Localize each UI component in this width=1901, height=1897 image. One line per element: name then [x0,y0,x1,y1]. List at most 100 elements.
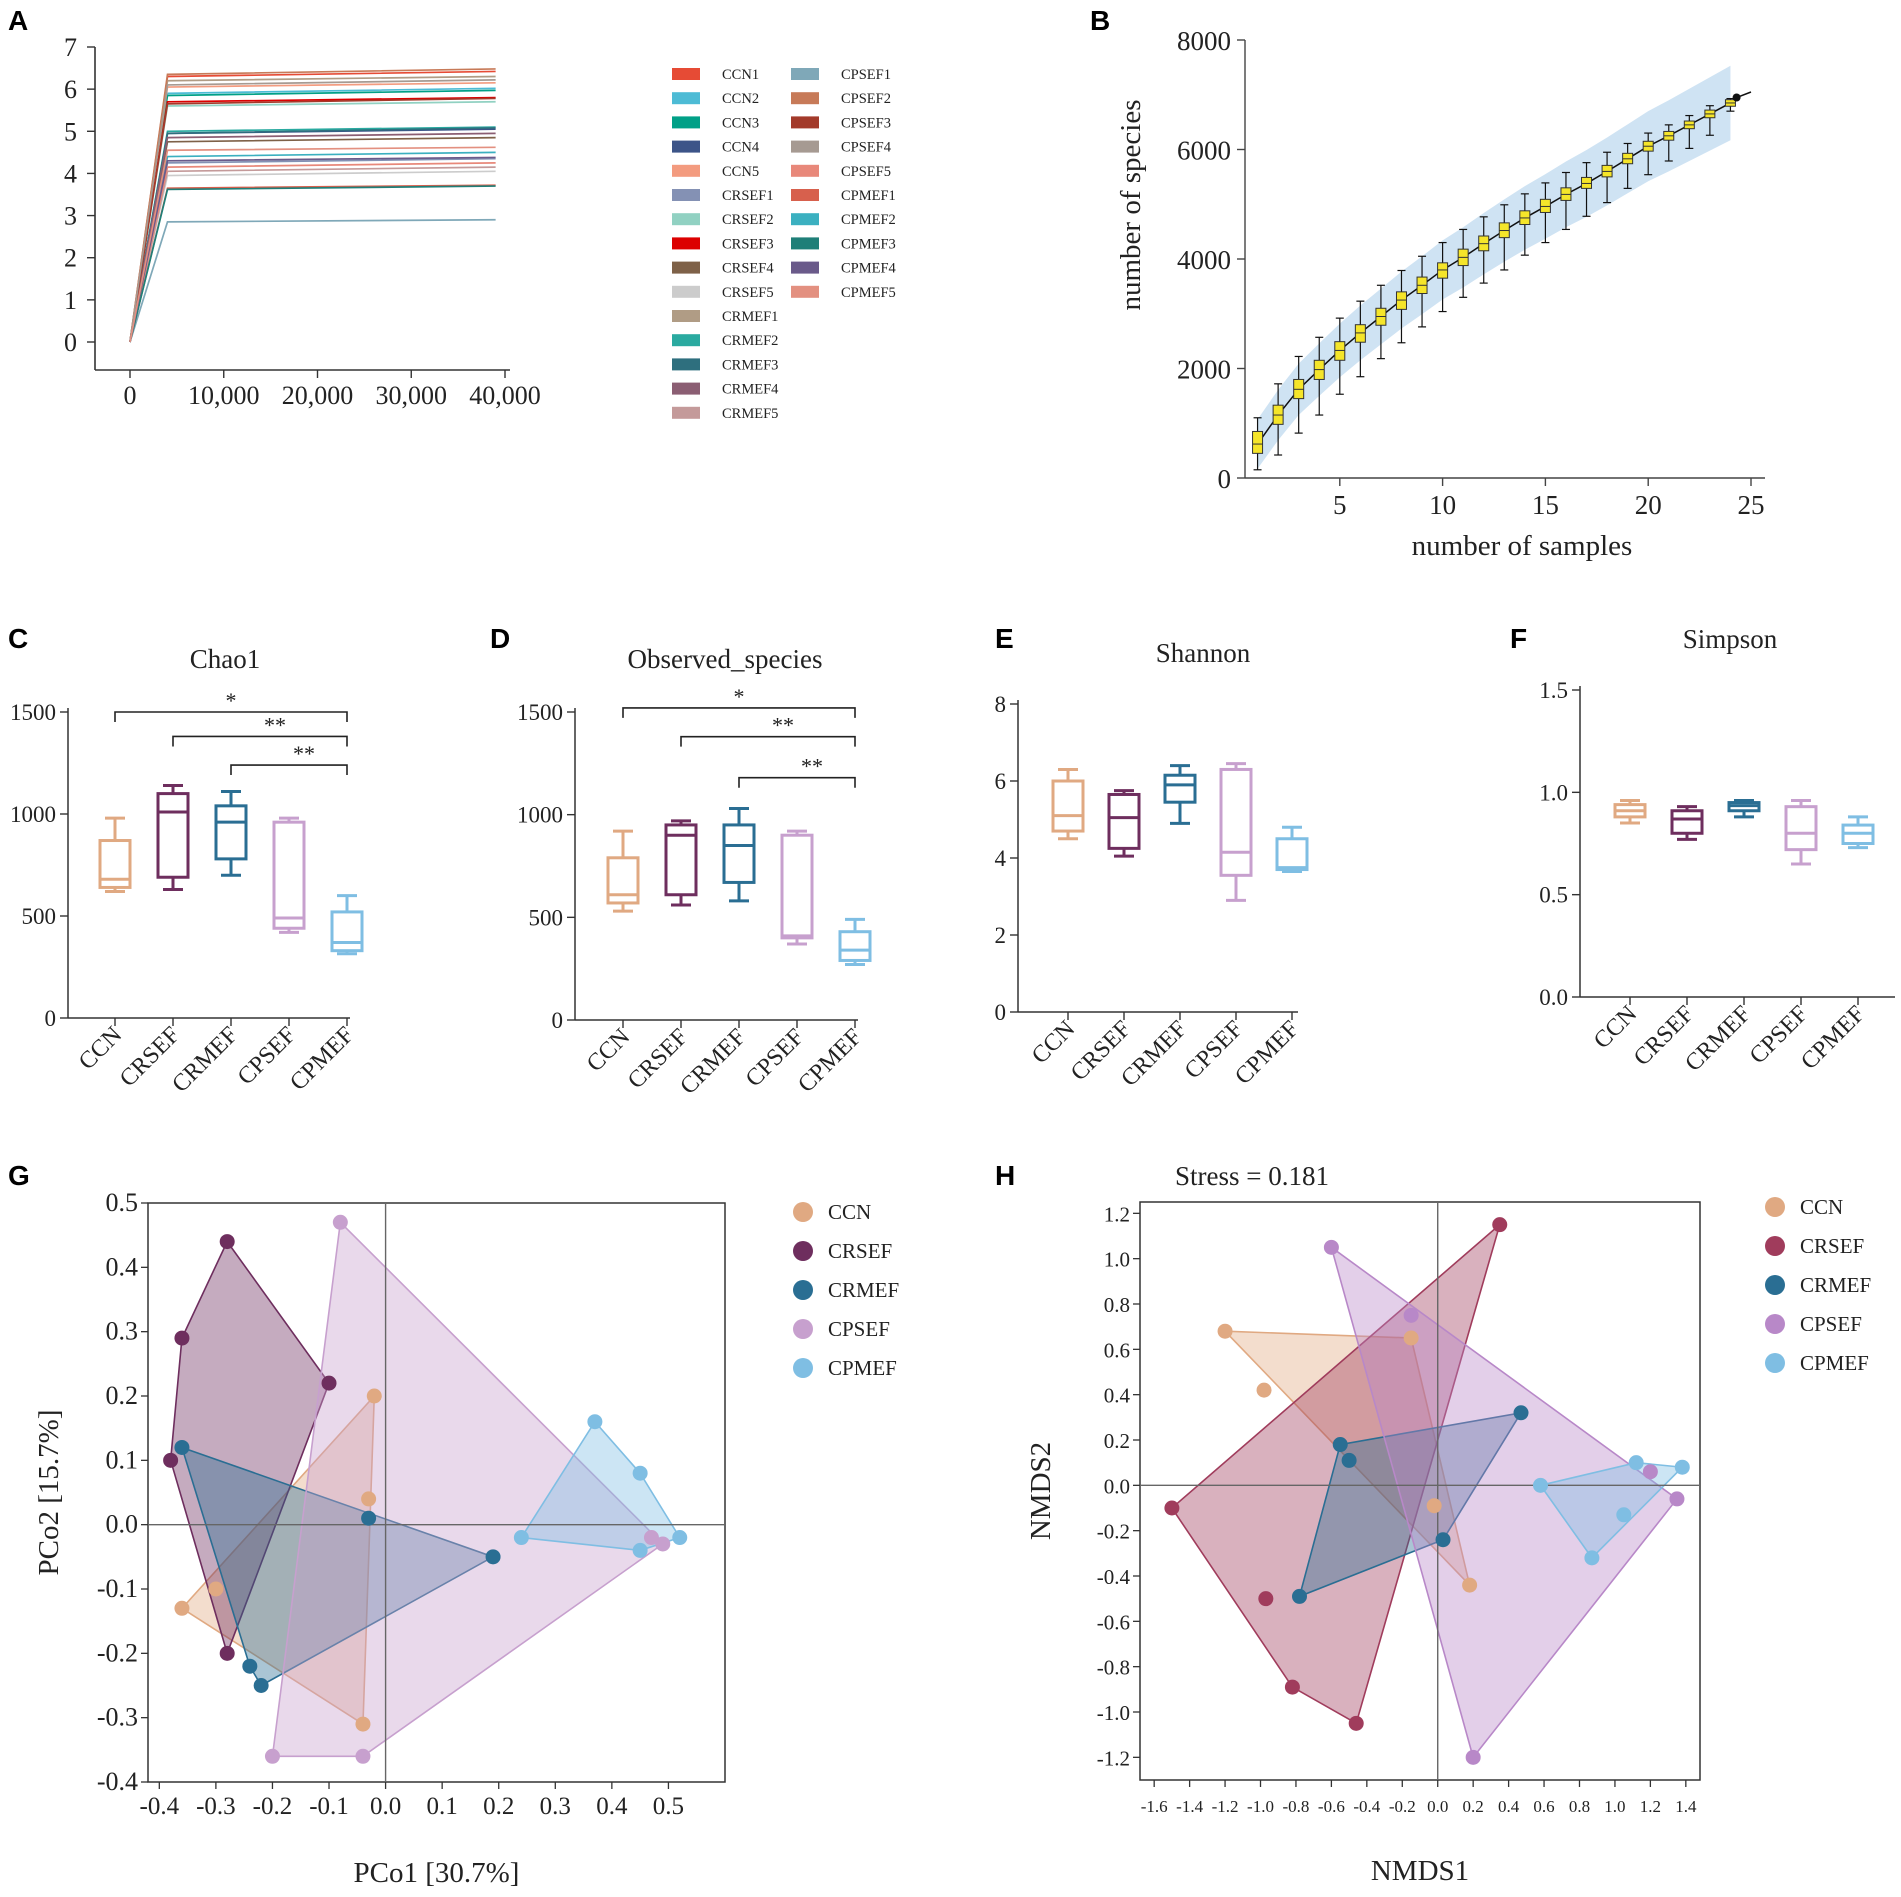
legend-swatch [672,92,700,105]
box [1252,430,1264,454]
point-crsef [1258,1591,1274,1607]
legend-swatch [672,334,700,347]
legend-label: CPSEF1 [841,67,891,83]
legend-swatch [791,140,819,153]
x-tick-label: -0.2 [1389,1797,1416,1816]
legend-swatch [672,68,700,80]
y-tick-label: 0.4 [1104,1384,1131,1408]
legend-label: CRSEF3 [722,236,774,252]
stress-title: Stress = 0.181 [1175,1161,1329,1191]
legend-label: CPSEF3 [841,115,891,131]
panel-c-chao1-boxplot: CChao1050010001500CCNCRSEFCRMEFCPSEFCPME… [8,623,364,1098]
legend-marker [793,1241,813,1261]
y-tick-label: 0 [64,328,77,357]
x-tick-label: CCN [74,1022,127,1075]
point-cpsef [655,1536,671,1552]
point-cpmef [1584,1550,1600,1566]
box-cpsef [272,820,306,930]
legend-label: CRSEF [1800,1234,1864,1258]
line-crmef5 [129,166,496,343]
legend-swatch [672,261,700,274]
point-cpmef [1616,1507,1632,1523]
legend-label: CPSEF [1800,1312,1862,1336]
x-tick-label: 0.2 [1463,1797,1484,1816]
y-tick-label: 0.5 [106,1188,139,1217]
point-crmef [253,1678,269,1693]
y-tick-label: 2 [64,244,77,273]
box [1354,324,1366,343]
panel-title: Shannon [1156,638,1251,668]
y-tick-label: 6 [64,75,77,104]
point-cpmef [632,1542,648,1558]
point-cpsef [264,1748,280,1764]
x-tick-label: -1.6 [1141,1797,1168,1816]
point-cpmef [513,1530,529,1546]
y-tick-label: 6000 [1177,136,1231,166]
x-tick-label: 0.6 [1533,1797,1554,1816]
x-tick-label: 30,000 [376,381,448,410]
y-tick-label: 0.0 [1104,1474,1130,1498]
significance-bracket [738,776,856,788]
panel-letter: H [995,1160,1015,1191]
significance-bracket [230,764,348,776]
point-ccn [1403,1330,1419,1346]
x-tick-label: -0.1 [309,1793,349,1820]
point-cpmef [1674,1459,1690,1475]
legend-label: CRSEF5 [722,285,774,301]
x-tick-label: 0 [124,381,137,410]
line-cpsef2 [129,68,496,343]
panel-d-observed-species-boxplot: DObserved_species050010001500CCNCRSEFCRM… [490,623,872,1100]
significance-label: * [734,684,745,709]
y-tick-label: -0.1 [97,1574,138,1603]
y-tick-label: 1.0 [1104,1248,1130,1272]
y-tick-label: 0.3 [106,1317,139,1346]
point-crmef [1332,1437,1348,1453]
legend-marker [1765,1236,1785,1256]
point-crsef [163,1452,179,1468]
point-ccn [208,1581,224,1597]
legend-label: CPMEF [828,1356,897,1380]
y-tick-label: 1.2 [1104,1202,1130,1226]
x-tick-label: 0.0 [1427,1797,1448,1816]
line-crsef5 [129,170,496,343]
panel-b-species-accumulation: B 0 2000 4000 6000 8000 5 10 15 20 25 number of sam… [1090,5,1765,562]
box-crmef [722,823,756,884]
legend-label: CRMEF [828,1278,899,1302]
y-tick-label: 0.0 [106,1510,139,1539]
y-axis-title: number of species [1115,100,1147,311]
x-axis-title: PCo1 [30.7%] [354,1857,520,1889]
point-cpmef [632,1465,648,1481]
y-tick-label: 4000 [1177,245,1231,275]
y-tick-label: 1.5 [1539,678,1568,703]
x-tick-label: 0.0 [370,1793,401,1820]
box-cpmef [1275,837,1309,872]
legend-marker [1765,1314,1785,1334]
legend-marker [793,1280,813,1300]
x-tick-label: 0.2 [483,1793,514,1820]
panel-h-nmds-scatter: H -1.2 -1.0 -0.8 -0.6 -0.4 -0.2 0.0 0.2 0.4 0.6 0.8… [995,1160,1871,1887]
legend-label: CCN5 [722,164,759,180]
y-tick-label: 0 [45,1006,57,1031]
box [1437,262,1449,279]
significance-label: * [226,688,237,713]
point-crsef [219,1645,235,1661]
y-tick-label: -0.2 [1097,1520,1130,1544]
legend-swatch [672,382,700,395]
x-axis-title: NMDS1 [1371,1855,1469,1887]
x-tick-label: CPMEF [1796,1001,1870,1075]
box-crsef [156,792,190,879]
y-axis-title: PCo2 [15.7%] [33,1410,65,1576]
x-tick-label: 0.4 [1498,1797,1520,1816]
legend-label: CCN [1800,1195,1843,1219]
x-tick-label: 10 [1429,490,1456,520]
legend-swatch [672,213,700,226]
legend-label: CPSEF5 [841,164,891,180]
y-axis-title: NMDS2 [1025,1442,1057,1540]
panel-f-simpson-boxplot: F Simpson0.00.51.01.5CCNCRSEFCRMEFCPSEFCP… [1510,623,1895,1077]
legend-label: CPMEF2 [841,212,896,228]
y-tick-label: 0.4 [106,1252,139,1281]
y-tick-label: 8000 [1177,26,1231,56]
point-ccn [1217,1323,1233,1339]
box [1581,176,1593,189]
